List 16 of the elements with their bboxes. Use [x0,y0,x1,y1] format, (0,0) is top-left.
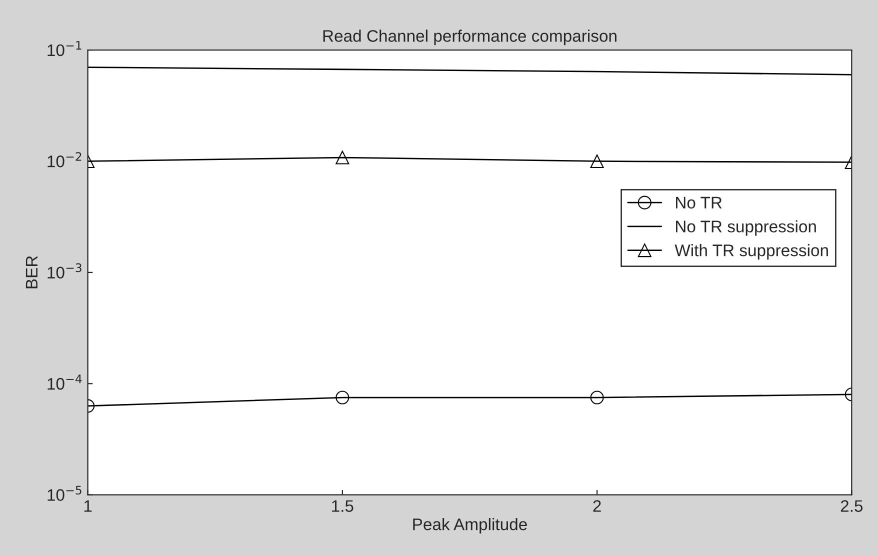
x-tick-label: 2 [593,500,601,512]
y-tick-label: 10$^{−4}$ [48,374,82,390]
line-series [88,66,852,76]
x-tick-label: 1.5 [332,500,354,512]
y-axis-title: BER [26,256,38,288]
legend-label: No TR [676,196,722,209]
legend-label: No TR suppression [676,220,816,236]
y-tick-label: 10$^{−2}$ [48,152,82,168]
x-axis-title: Peak Amplitude [413,518,527,534]
y-tick-label: 10$^{−3}$ [48,263,82,279]
x-tick-label: 2.5 [840,500,863,512]
chart-title: Read Channel performance comparison [323,30,616,46]
x-tick-label: 1 [84,500,92,512]
legend-label: With TR suppression [674,244,828,260]
y-tick-label: 10$^{−5}$ [48,486,82,501]
y-tick-label: 10$^{−1}$ [48,41,82,56]
